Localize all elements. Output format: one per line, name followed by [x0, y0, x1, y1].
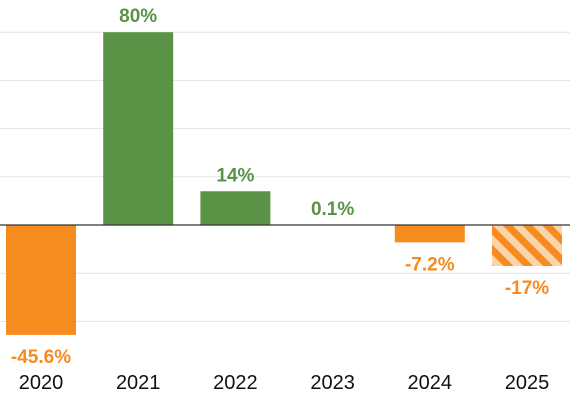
- value-label-2024: -7.2%: [405, 254, 455, 275]
- bars: [6, 32, 562, 335]
- x-tick-2020: 2020: [19, 372, 64, 394]
- value-labels: -45.6% 80% 14% 0.1% -7.2% -17%: [11, 6, 549, 368]
- bar-2020: [6, 225, 76, 335]
- bar-2024: [394, 225, 465, 243]
- bar-2025: [492, 225, 562, 266]
- value-label-2023: 0.1%: [311, 199, 354, 220]
- x-tick-2022: 2022: [213, 372, 258, 394]
- x-tick-2025: 2025: [505, 372, 550, 394]
- bar-2021: [103, 32, 174, 226]
- value-label-2021: 80%: [119, 6, 157, 27]
- bar-2022: [200, 191, 271, 225]
- value-label-2020: -45.6%: [11, 347, 71, 368]
- value-label-2022: 14%: [216, 165, 254, 186]
- x-axis-ticks: 2020 2021 2022 2023 2024 2025: [19, 372, 550, 394]
- x-tick-2023: 2023: [310, 372, 355, 394]
- gridlines: [0, 31, 570, 322]
- x-tick-2024: 2024: [408, 372, 453, 394]
- value-label-2025: -17%: [505, 278, 549, 299]
- x-tick-2021: 2021: [116, 372, 161, 394]
